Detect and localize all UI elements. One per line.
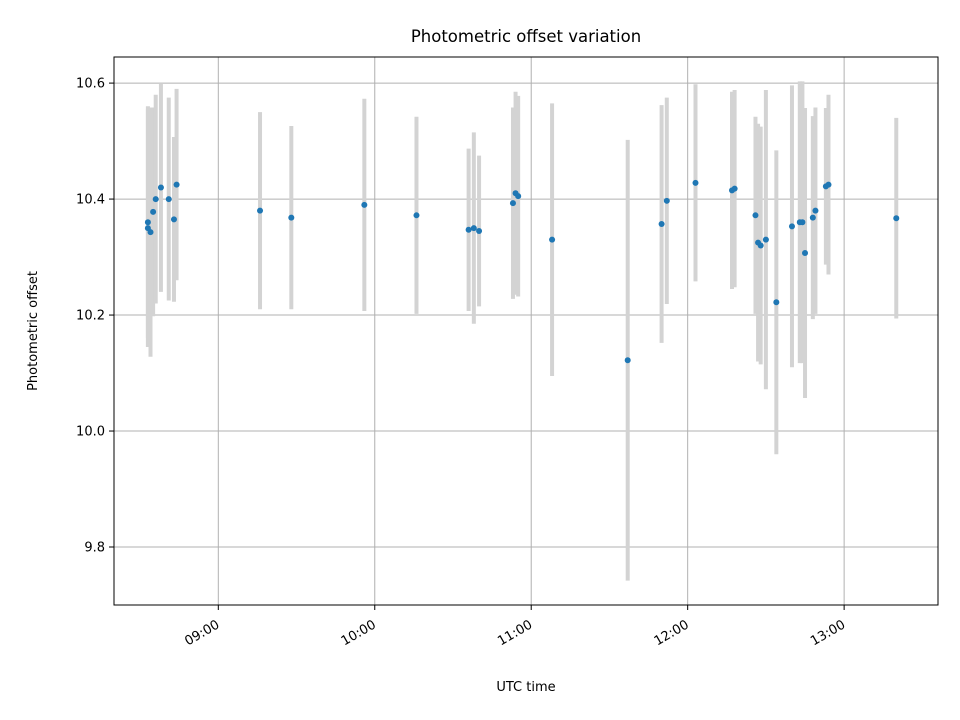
data-point xyxy=(663,197,670,204)
data-point xyxy=(257,207,264,214)
data-point xyxy=(144,219,151,226)
y-tick-label: 10.6 xyxy=(76,77,105,92)
y-axis-label: Photometric offset xyxy=(26,271,41,391)
data-point xyxy=(825,181,832,188)
y-ticks: 9.8 10.0 10.2 10.4 10.6 xyxy=(76,77,114,556)
data-point xyxy=(173,181,180,188)
data-point xyxy=(762,236,769,243)
data-point xyxy=(658,221,665,228)
data-point xyxy=(150,208,157,215)
data-point xyxy=(509,200,516,207)
axes-frame xyxy=(113,56,939,606)
data-point xyxy=(799,219,806,226)
data-markers xyxy=(144,179,900,364)
y-tick-label: 9.8 xyxy=(84,541,105,556)
data-point xyxy=(624,357,631,364)
y-tick-label: 10.2 xyxy=(76,309,105,324)
data-point xyxy=(752,212,759,219)
data-point xyxy=(147,229,154,236)
data-point xyxy=(812,207,819,214)
data-point xyxy=(731,185,738,192)
y-tick-label: 10.0 xyxy=(76,425,105,440)
data-point xyxy=(893,215,900,222)
data-point xyxy=(515,193,522,200)
y-tick-label: 10.4 xyxy=(76,193,105,208)
data-point xyxy=(549,236,556,243)
x-grid-lines xyxy=(217,57,845,605)
chart-title: Photometric offset variation xyxy=(411,27,641,46)
data-point xyxy=(470,225,477,232)
data-point xyxy=(476,227,483,234)
data-point xyxy=(692,179,699,186)
data-point xyxy=(157,184,164,191)
x-axis-label: UTC time xyxy=(496,680,555,695)
data-point xyxy=(757,242,764,249)
data-point xyxy=(809,214,816,221)
data-point xyxy=(170,216,177,223)
data-point xyxy=(413,212,420,219)
data-point xyxy=(788,223,795,230)
data-point xyxy=(802,250,809,257)
plot-area: 09:00 10:00 11:00 12:00 13:00 9.810.010.210.… xyxy=(76,56,939,649)
data-point xyxy=(465,226,472,233)
data-point xyxy=(165,196,172,203)
data-point xyxy=(288,214,295,221)
data-point xyxy=(773,299,780,306)
data-point xyxy=(152,196,159,203)
data-point xyxy=(361,201,368,208)
